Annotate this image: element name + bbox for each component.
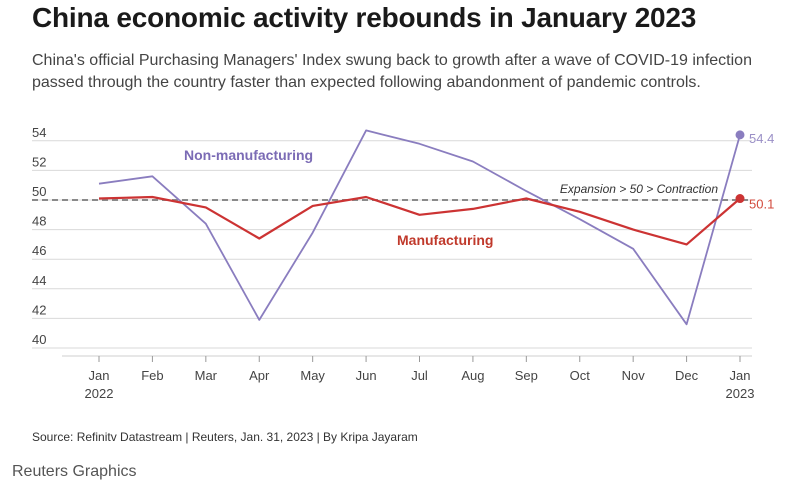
chart-subtitle: China's official Purchasing Managers' In… [32, 52, 752, 91]
x-tick-label: Feb [141, 368, 163, 383]
x-tick-label: Dec [675, 368, 699, 383]
y-tick-label: 44 [32, 273, 46, 288]
reference-line-label: Expansion > 50 > Contraction [560, 182, 718, 196]
y-tick-label: 40 [32, 332, 46, 347]
x-tick-label: Nov [622, 368, 646, 383]
brand-label: Reuters Graphics [12, 463, 137, 480]
y-tick-label: 54 [32, 125, 46, 140]
chart-title: China economic activity rebounds in Janu… [32, 2, 697, 33]
end-label-manufacturing: 50.1 [749, 197, 774, 212]
x-tick-label: Apr [249, 368, 270, 383]
series-lines [98, 129, 745, 326]
x-tick-label: Jul [411, 368, 428, 383]
x-tick-label: Aug [461, 368, 484, 383]
y-tick-label: 48 [32, 214, 46, 229]
x-tick-label: Jan [89, 368, 110, 383]
x-tick-label: Jun [356, 368, 377, 383]
end-label-non-manufacturing: 54.4 [749, 131, 774, 146]
source-note: Source: Refinitv Datastream | Reuters, J… [32, 430, 418, 444]
end-marker-manufacturing [735, 194, 745, 204]
gridlines [32, 140, 752, 357]
x-tick-year-label: 2022 [85, 386, 114, 401]
y-tick-label: 46 [32, 243, 46, 258]
x-axis-ticks: Jan 2022 Feb Mar Apr May Jun Jul Aug Sep Oct Nov Dec… [85, 356, 755, 401]
y-tick-label: 42 [32, 302, 46, 317]
x-tick-label: Jan [730, 368, 751, 383]
x-tick-label: Mar [195, 368, 218, 383]
y-tick-label: 50 [32, 184, 46, 199]
end-marker-non-manufacturing [735, 130, 745, 140]
x-tick-year-label: 2023 [726, 386, 755, 401]
series-label-non-manufacturing: Non-manufacturing [184, 147, 313, 163]
series-line-non-manufacturing [98, 129, 741, 326]
x-tick-label: Oct [570, 368, 591, 383]
series-line-manufacturing [98, 195, 741, 246]
x-tick-label: Sep [515, 368, 538, 383]
x-tick-label: May [300, 368, 325, 383]
y-tick-label: 52 [32, 154, 46, 169]
series-label-manufacturing: Manufacturing [397, 232, 493, 248]
y-axis-ticks: 40 42 44 46 48 50 52 54 [32, 125, 46, 347]
